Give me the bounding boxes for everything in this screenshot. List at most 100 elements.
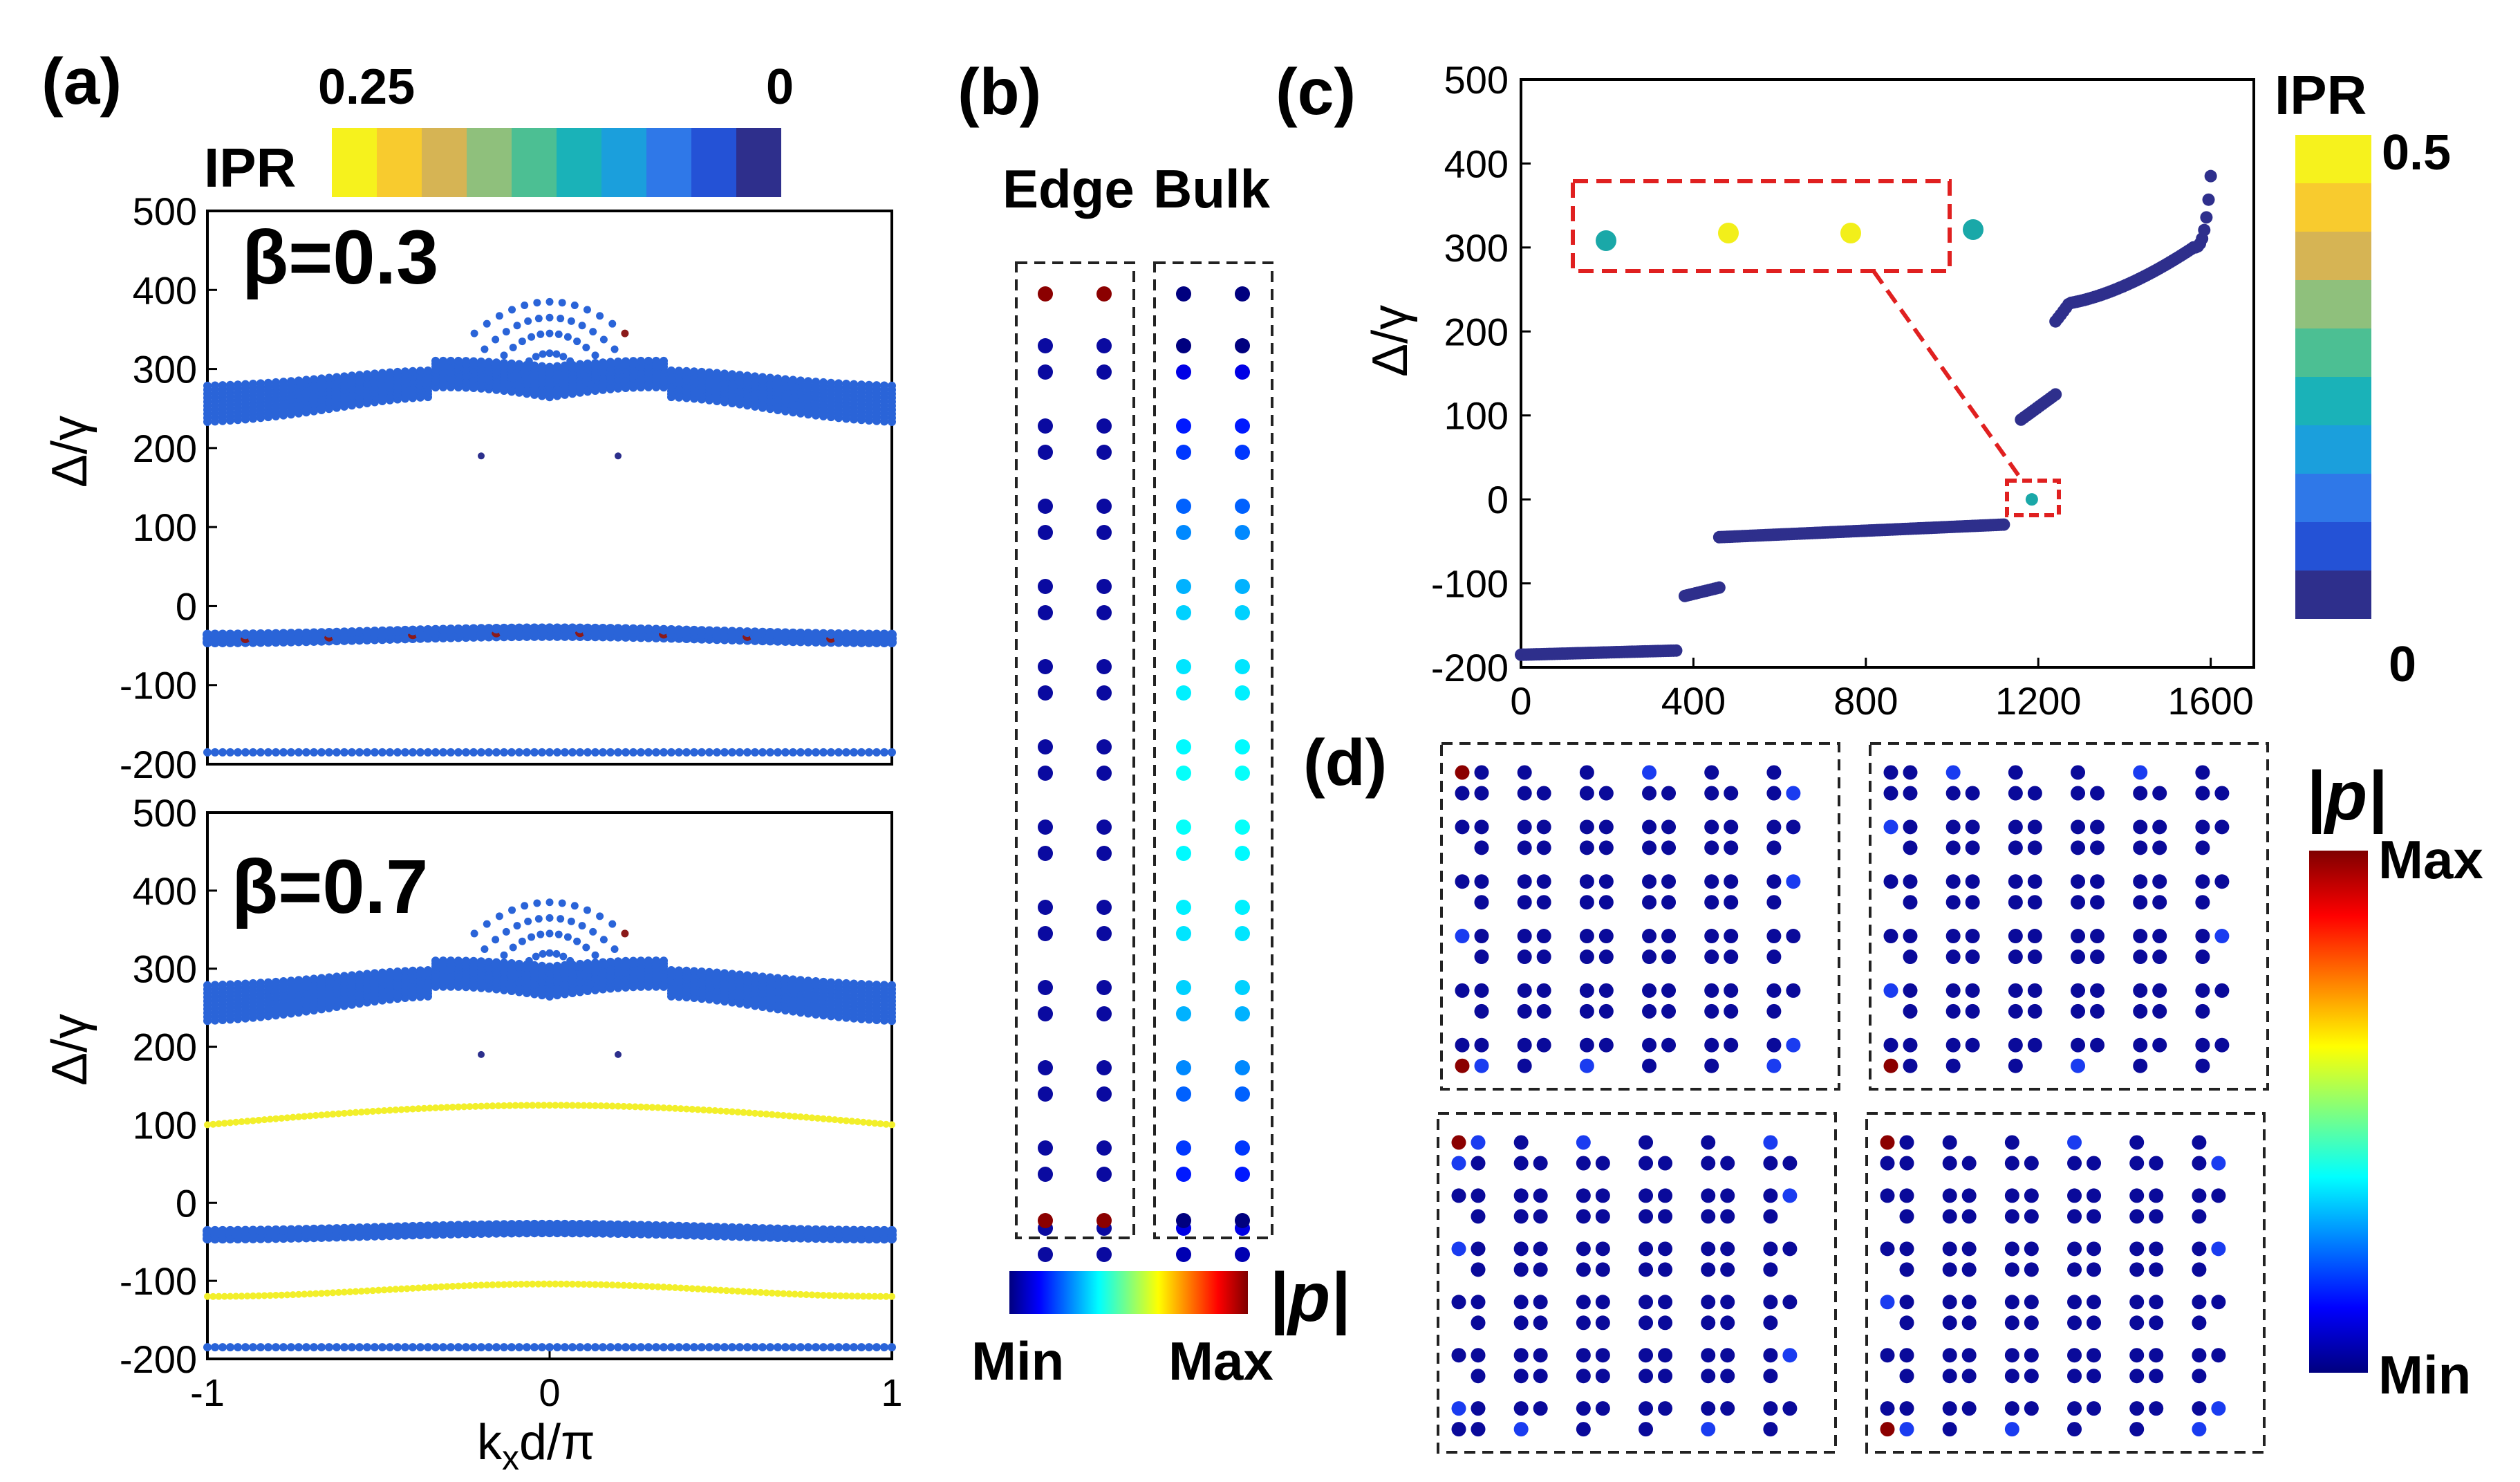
mid-band-point xyxy=(210,629,220,640)
mid-band-point xyxy=(400,625,410,636)
lattice-site xyxy=(1720,1241,1735,1257)
low-band-point xyxy=(264,1343,272,1352)
mid-band-point xyxy=(864,1225,874,1236)
bulk-site xyxy=(1235,926,1250,941)
band-point xyxy=(386,967,394,976)
band-point xyxy=(561,961,569,970)
low-band-point xyxy=(553,748,561,757)
edge-site xyxy=(1038,338,1053,353)
lattice-site xyxy=(1965,983,1980,998)
lattice-site xyxy=(1471,1156,1486,1171)
lattice-site xyxy=(2004,1315,2019,1331)
inset-dot xyxy=(1718,223,1739,243)
lattice-site xyxy=(1642,950,1657,965)
edge-band-point xyxy=(341,1109,348,1117)
low-band-point xyxy=(758,748,767,757)
mid-band-point xyxy=(682,1222,691,1232)
low-band-point xyxy=(424,1343,432,1352)
mid-band-point xyxy=(560,623,570,633)
bulk-site xyxy=(1176,685,1191,701)
edge-band-point xyxy=(386,1286,393,1293)
lattice-site xyxy=(2195,840,2210,855)
lattice-site xyxy=(1942,1156,1957,1171)
edge-band-point xyxy=(791,1113,799,1120)
bulk-box xyxy=(1153,261,1273,1239)
lattice-site xyxy=(1880,1135,1895,1150)
edge-band-point xyxy=(227,1119,234,1127)
edge-band-point xyxy=(329,1111,337,1118)
low-band-point xyxy=(796,1343,805,1352)
lattice-site xyxy=(1513,1241,1529,1257)
mid-band-point xyxy=(613,1220,623,1230)
low-band-point xyxy=(218,748,227,757)
edge-band-point xyxy=(660,1104,667,1111)
edge-band-point xyxy=(706,1106,713,1114)
band-point xyxy=(447,956,455,965)
low-band-point xyxy=(614,748,622,757)
edge-band-point xyxy=(215,1293,223,1300)
edge-band-point xyxy=(603,1281,610,1288)
edge-band-point xyxy=(608,1102,616,1110)
edge-band-point xyxy=(615,1102,622,1110)
low-band-point xyxy=(500,1343,508,1352)
band-point xyxy=(713,369,721,378)
arc-point xyxy=(596,312,604,320)
ipr-colorbar-c-label: IPR xyxy=(2275,64,2367,126)
ipr-colorbar-a: 0.25 0 IPR xyxy=(204,59,794,198)
plot-c-points xyxy=(1515,169,2217,661)
band-point xyxy=(416,367,424,376)
lattice-site xyxy=(2192,1422,2207,1437)
mid-band-point xyxy=(819,1225,828,1236)
low-band-point xyxy=(842,1343,850,1352)
lattice-site xyxy=(1720,1295,1735,1310)
lattice-site xyxy=(1658,1156,1673,1171)
arc-point xyxy=(608,920,617,928)
arc-point xyxy=(566,956,575,965)
inset-dot xyxy=(1963,219,1984,240)
lattice-site xyxy=(1899,1315,1914,1331)
edge-site xyxy=(1096,286,1112,302)
edge-band-point xyxy=(711,1106,719,1114)
edge-band-point xyxy=(580,1102,588,1109)
edge-band-point xyxy=(791,1290,799,1298)
edge-band-point xyxy=(603,1102,610,1110)
edge-site xyxy=(1038,605,1053,620)
lattice-site xyxy=(1945,1003,1961,1019)
lattice-site xyxy=(1536,786,1551,801)
lattice-site xyxy=(1903,874,1918,889)
band-point xyxy=(622,956,630,965)
edge-band-point xyxy=(745,1288,753,1296)
lattice-site xyxy=(1701,1135,1716,1150)
lattice-site xyxy=(2087,1348,2102,1363)
gap-state-point xyxy=(478,1050,485,1058)
lattice-site xyxy=(1945,929,1961,944)
lattice-site xyxy=(1642,874,1657,889)
edge-band-point xyxy=(546,1102,553,1109)
edge-site xyxy=(1038,1167,1053,1182)
lattice-site xyxy=(1513,1156,1529,1171)
lattice-site xyxy=(1642,895,1657,910)
mid-band-point xyxy=(469,624,478,634)
low-band-point xyxy=(287,748,295,757)
lattice-site xyxy=(1945,819,1961,835)
lattice-site xyxy=(1945,765,1961,780)
mid-band-point xyxy=(499,623,509,633)
low-band-point xyxy=(462,748,470,757)
edge-band-point xyxy=(854,1118,861,1126)
lattice-site xyxy=(1536,840,1551,855)
edge-band-point xyxy=(677,1105,684,1113)
arc-point xyxy=(518,363,526,371)
low-band-point xyxy=(568,1343,577,1352)
y-tick-label: 0 xyxy=(176,584,197,628)
low-band-point xyxy=(469,748,478,757)
edge-band-point xyxy=(466,1281,474,1289)
lattice-site xyxy=(1965,950,1980,965)
low-band-point xyxy=(576,1343,584,1352)
lattice-site xyxy=(2214,983,2230,998)
eigenvalue-point xyxy=(1670,644,1683,657)
lattice-site xyxy=(1942,1401,1957,1416)
arc-point xyxy=(480,345,489,353)
bulk-site xyxy=(1176,980,1191,995)
low-band-point xyxy=(409,748,417,757)
lattice-site xyxy=(1883,1037,1898,1053)
